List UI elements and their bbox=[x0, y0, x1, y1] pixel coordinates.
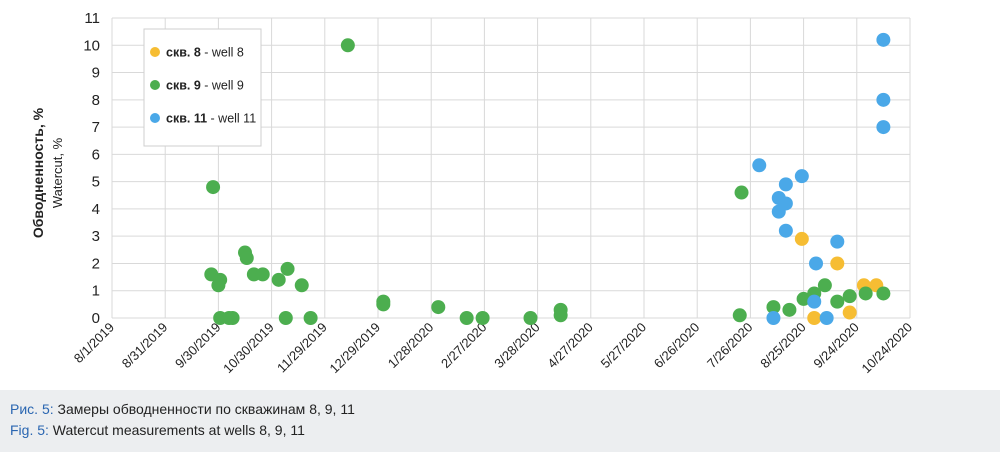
x-tick-label: 8/31/2019 bbox=[119, 320, 171, 372]
x-tick-label: 10/24/2020 bbox=[858, 320, 915, 377]
y-axis-ticks: 0 1 2 3 4 5 6 7 8 9 10 11 bbox=[83, 10, 100, 327]
y-tick-label: 10 bbox=[83, 37, 100, 54]
well11-point bbox=[819, 311, 834, 325]
y-tick-label: 4 bbox=[92, 201, 100, 218]
x-tick-label: 9/24/2020 bbox=[810, 320, 862, 372]
x-tick-label: 8/25/2020 bbox=[757, 320, 809, 372]
caption-ru: Рис. 5: Замеры обводненности по скважина… bbox=[10, 399, 1000, 420]
well8-point bbox=[794, 231, 809, 246]
y-tick-label: 9 bbox=[92, 65, 100, 82]
well9-point bbox=[239, 251, 254, 265]
well9-point bbox=[376, 297, 391, 312]
well9-point bbox=[271, 272, 286, 287]
well11-point bbox=[876, 92, 891, 107]
x-tick-label: 6/26/2020 bbox=[651, 320, 703, 372]
well9-point bbox=[732, 308, 747, 323]
well9-point bbox=[876, 286, 891, 301]
x-axis-ticks: 8/1/2019 8/31/2019 9/30/201910/30/201911/2… bbox=[71, 320, 915, 377]
well9-point bbox=[796, 291, 811, 306]
y-tick-label: 1 bbox=[92, 283, 100, 300]
well11-point bbox=[771, 204, 786, 219]
well9-point bbox=[553, 308, 568, 323]
y-tick-label: 8 bbox=[92, 92, 100, 109]
legend-box bbox=[143, 28, 262, 147]
x-tick-label: 11/29/2019 bbox=[274, 320, 330, 376]
x-tick-label: 10/30/2019 bbox=[220, 320, 277, 377]
caption-ru-prefix: Рис. 5: bbox=[10, 401, 54, 417]
well9-point bbox=[206, 180, 221, 195]
y-tick-label: 5 bbox=[92, 174, 100, 191]
x-tick-label: 1/28/2020 bbox=[385, 320, 437, 372]
y-tick-label: 7 bbox=[92, 119, 100, 136]
y-tick-label: 0 bbox=[92, 310, 100, 327]
well9-point bbox=[431, 300, 446, 315]
x-tick-label: 5/27/2020 bbox=[598, 320, 650, 372]
well11-point bbox=[876, 32, 891, 47]
well11-point bbox=[830, 234, 845, 249]
well9-point bbox=[340, 38, 355, 53]
legend-label-well9: скв. 9 - well 9 bbox=[166, 79, 244, 93]
y-tick-label: 11 bbox=[84, 10, 100, 27]
legend-marker-well11 bbox=[150, 113, 160, 123]
well9-point bbox=[817, 278, 832, 293]
well9-point bbox=[734, 185, 749, 200]
well9-point bbox=[294, 278, 309, 293]
well9-point bbox=[830, 294, 845, 309]
well9-point bbox=[523, 311, 538, 325]
well11-point bbox=[807, 294, 822, 309]
well8-point bbox=[807, 311, 822, 325]
y-tick-label: 6 bbox=[92, 146, 100, 163]
legend-label-well11: скв. 11 - well 11 bbox=[166, 112, 256, 126]
legend: скв. 8 - well 8 скв. 9 - well 9 скв. 11 - … bbox=[143, 28, 262, 147]
figure-caption: Рис. 5: Замеры обводненности по скважина… bbox=[0, 390, 1000, 452]
well9-point bbox=[280, 261, 295, 276]
well9-point bbox=[782, 302, 797, 317]
well11-point bbox=[794, 169, 809, 184]
well9-point bbox=[278, 311, 293, 325]
well11-point bbox=[778, 177, 793, 192]
well8-point bbox=[842, 305, 857, 320]
well9-point bbox=[225, 311, 240, 325]
well8-point bbox=[830, 256, 845, 271]
well11-point bbox=[809, 256, 824, 271]
y-tick-label: 2 bbox=[92, 255, 100, 272]
well11-point bbox=[876, 120, 891, 135]
well9-point bbox=[459, 311, 474, 325]
well9-point bbox=[766, 300, 781, 315]
y-tick-label: 3 bbox=[92, 228, 100, 245]
well9-point bbox=[842, 289, 857, 304]
well9-point bbox=[211, 278, 226, 293]
legend-label-well8: скв. 8 - well 8 bbox=[166, 46, 244, 60]
x-tick-label: 3/28/2020 bbox=[491, 320, 543, 372]
x-tick-label: 4/27/2020 bbox=[544, 320, 596, 372]
x-tick-label: 7/26/2020 bbox=[704, 320, 756, 372]
legend-marker-well9 bbox=[150, 80, 160, 90]
x-tick-label: 2/27/2020 bbox=[438, 320, 490, 372]
legend-marker-well8 bbox=[150, 47, 160, 57]
well9-point bbox=[858, 286, 873, 301]
caption-en-prefix: Fig. 5: bbox=[10, 422, 49, 438]
well9-point bbox=[475, 311, 490, 325]
y-axis-title-ru: Обводненность, % bbox=[30, 107, 46, 238]
caption-ru-text: Замеры обводненности по скважинам 8, 9, … bbox=[53, 401, 355, 417]
y-axis-title-en: Watercut, % bbox=[50, 137, 65, 208]
x-tick-label: 12/29/2019 bbox=[326, 320, 383, 377]
caption-en-text: Watercut measurements at wells 8, 9, 11 bbox=[48, 422, 305, 438]
well11-point bbox=[778, 223, 793, 238]
watercut-scatter-chart: 0 1 2 3 4 5 6 7 8 9 10 11 8/1/2019 8/31/2019 9/30/201… bbox=[30, 10, 915, 377]
well9-point bbox=[255, 267, 270, 282]
caption-en: Fig. 5: Watercut measurements at wells 8… bbox=[10, 420, 1000, 441]
data-points bbox=[204, 32, 891, 325]
well11-point bbox=[766, 311, 781, 325]
well11-point bbox=[752, 158, 767, 173]
x-tick-label: 9/30/2019 bbox=[172, 320, 224, 372]
well9-point bbox=[303, 311, 318, 325]
